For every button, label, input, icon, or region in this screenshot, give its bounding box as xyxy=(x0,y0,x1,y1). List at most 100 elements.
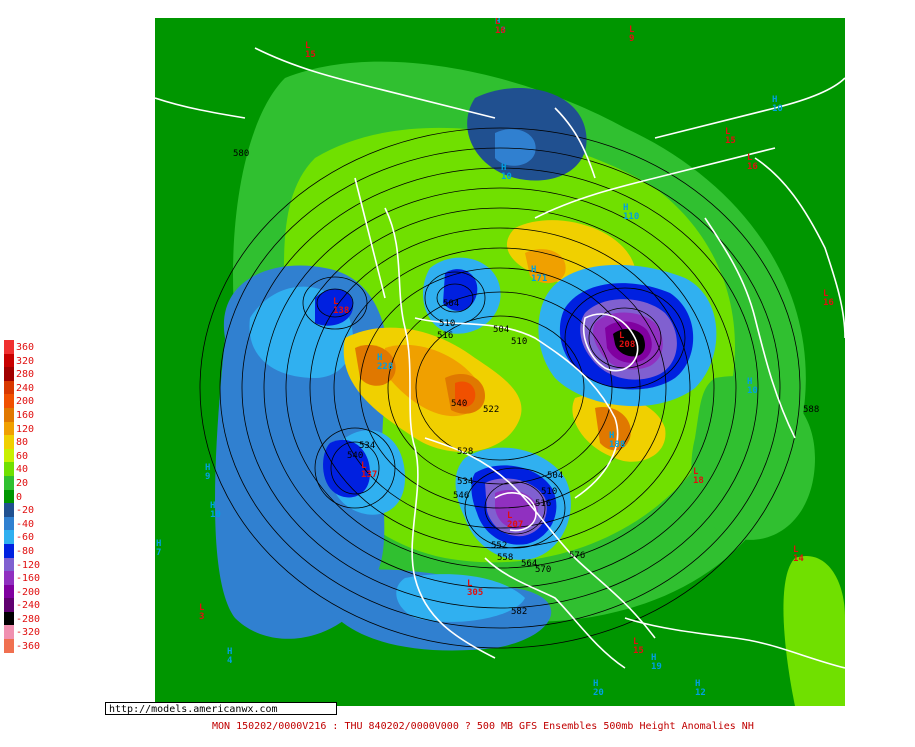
legend-value: -120 xyxy=(16,559,41,571)
legend-swatch xyxy=(4,625,14,640)
legend-row: -60 xyxy=(4,530,38,544)
legend-row: 160 xyxy=(4,407,38,422)
legend-value: 40 xyxy=(16,464,29,476)
legend-swatch xyxy=(4,489,14,504)
legend-row: -280 xyxy=(4,611,41,626)
legend-row: 40 xyxy=(4,462,38,476)
contour-label: 558 xyxy=(497,553,514,563)
legend-row: 0 xyxy=(4,489,38,504)
high-center: H 110 xyxy=(623,203,640,222)
legend-value: -160 xyxy=(16,573,41,585)
legend-swatch xyxy=(4,639,14,653)
contour-label: 576 xyxy=(569,551,586,561)
high-center: H 171 xyxy=(531,265,548,284)
legend-swatch xyxy=(4,340,14,354)
low-center: L 15 xyxy=(305,41,316,60)
legend-swatch xyxy=(4,611,14,626)
legend-row: -200 xyxy=(4,584,41,599)
legend-value: -280 xyxy=(16,613,41,625)
contour-label: 504 xyxy=(443,299,460,309)
low-center: L 16 xyxy=(495,18,506,36)
legend-row: 240 xyxy=(4,380,38,395)
legend-row: 60 xyxy=(4,448,38,463)
contour-label: 588 xyxy=(803,405,820,415)
legend-value: 360 xyxy=(16,342,35,353)
legend-swatch xyxy=(4,462,14,476)
legend-swatch xyxy=(4,571,14,585)
legend-swatch xyxy=(4,435,14,449)
contour-label: 580 xyxy=(233,149,250,159)
legend-row: 280 xyxy=(4,367,38,381)
low-center: L 18 xyxy=(693,467,704,486)
contour-label: 504 xyxy=(493,325,510,335)
legend-row: 120 xyxy=(4,421,38,436)
legend-swatch xyxy=(4,380,14,395)
legend-swatch xyxy=(4,407,14,422)
high-center: H 228 xyxy=(377,353,394,372)
low-center: L 14 xyxy=(793,545,804,564)
legend-value: 20 xyxy=(16,477,29,489)
legend-value: 0 xyxy=(16,491,23,503)
low-center: L 207 xyxy=(507,511,524,530)
legend-value: -60 xyxy=(16,532,35,544)
legend-value: -40 xyxy=(16,518,35,530)
low-center: L 15 xyxy=(633,637,644,656)
low-center: L 305 xyxy=(467,579,484,598)
legend-row: 320 xyxy=(4,353,38,368)
contour-label: 546 xyxy=(453,491,470,501)
contour-label: 534 xyxy=(359,441,376,451)
legend-row: 360 xyxy=(4,340,38,354)
legend-row: -320 xyxy=(4,625,40,640)
low-center: L 16 xyxy=(823,289,834,308)
legend-swatch xyxy=(4,543,14,558)
legend-swatch xyxy=(4,584,14,599)
legend-swatch xyxy=(4,557,14,572)
contour-label: 510 xyxy=(541,487,558,497)
legend-value: -80 xyxy=(16,545,35,557)
color-legend: 360 320 280 240 200 160 120 80 60 40 20 0 -20 -40 -60-… xyxy=(4,340,41,653)
legend-value: 280 xyxy=(16,369,35,381)
legend-value: 240 xyxy=(16,382,35,394)
legend-value: 320 xyxy=(16,355,35,367)
legend-value: 200 xyxy=(16,396,35,408)
legend-row: -20 xyxy=(4,503,38,517)
low-center: L 137 xyxy=(361,461,378,480)
legend-row: -360 xyxy=(4,639,41,653)
high-center: H 13 xyxy=(495,18,506,36)
legend-value: -200 xyxy=(16,586,41,598)
legend-value: 80 xyxy=(16,437,29,449)
legend-row: 200 xyxy=(4,394,38,408)
legend-value: -240 xyxy=(16,600,41,612)
contour-label: 582 xyxy=(511,607,528,617)
map-caption: MON 150202/0000V216 : THU 840202/0000V00… xyxy=(212,721,754,732)
contour-label: 516 xyxy=(437,331,454,341)
legend-swatch xyxy=(4,475,14,490)
legend-row: -80 xyxy=(4,543,38,558)
legend-swatch xyxy=(4,598,14,612)
high-center: H 20 xyxy=(593,679,604,698)
legend-swatch xyxy=(4,530,14,544)
contour-label: 540 xyxy=(347,451,364,461)
contour-label: 564 xyxy=(521,559,538,569)
high-center: H 10 xyxy=(210,501,221,520)
contour-label: 534 xyxy=(457,477,474,487)
high-center: H 10 xyxy=(772,95,783,114)
legend-value: 60 xyxy=(16,450,29,462)
low-center: L 16 xyxy=(747,153,758,172)
legend-swatch xyxy=(4,394,14,408)
legend-swatch xyxy=(4,503,14,517)
legend-swatch xyxy=(4,353,14,368)
contour-label: 552 xyxy=(491,541,508,551)
high-center: H 188 xyxy=(609,431,626,450)
legend-value: -360 xyxy=(16,641,41,653)
legend-value: -20 xyxy=(16,505,35,517)
legend-row: -120 xyxy=(4,557,41,572)
anomaly-map-canvas xyxy=(155,18,845,706)
legend-row: -240 xyxy=(4,598,41,612)
